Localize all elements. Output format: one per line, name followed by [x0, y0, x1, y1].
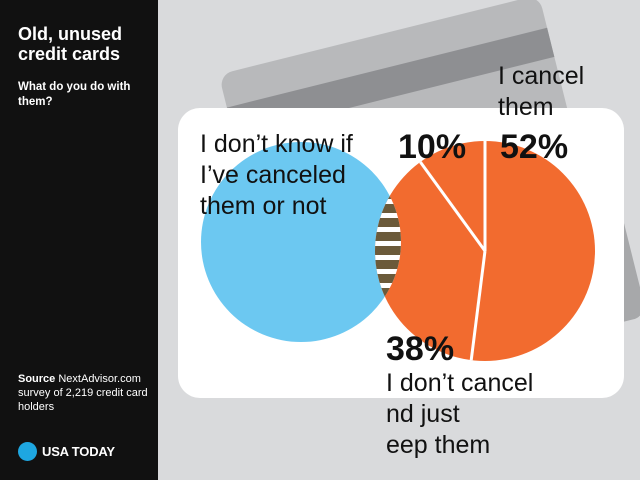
value-label-dont-know: 10%	[398, 128, 466, 166]
brand-name: USA TODAY	[42, 443, 115, 459]
label-keep-line-2: nd just	[386, 400, 467, 428]
chart-canvas: I don’t know if I’ve canceled them or no…	[178, 0, 640, 459]
overlap-stripe	[375, 260, 401, 269]
label-keep-line-3: eep them	[386, 431, 490, 459]
label-dont-know: I don’t know if I’ve canceled them or no…	[200, 130, 360, 220]
label-dont-know-line-3: them or not	[200, 192, 327, 220]
brand-circle-icon	[18, 441, 37, 461]
source-text: NextAdvisor.com survey of 2,219 credit c…	[18, 373, 148, 413]
label-cancel-line-2: them	[498, 93, 554, 121]
label-cancel: I cancel them	[498, 62, 591, 121]
label-dont-know-line-1: I don’t know if	[200, 130, 353, 158]
source-label: Source	[18, 373, 56, 385]
brand-logo: USA TODAY	[18, 441, 115, 461]
label-keep-line-1: I don’t cancel	[386, 369, 540, 397]
label-cancel-line-1: I cancel	[498, 62, 584, 90]
label-dont-know-line-2: I’ve canceled	[200, 161, 346, 189]
label-keep: I don’t cancel nd just eep them	[386, 369, 540, 459]
sidebar: Old, unused credit cards What do you do …	[0, 0, 158, 480]
divider-dont-know-start	[419, 161, 487, 252]
source-note: Source NextAdvisor.com survey of 2,219 c…	[18, 372, 150, 414]
value-label-keep: 38%	[386, 330, 454, 368]
overlap-stripe	[375, 274, 401, 283]
overlap-stripe	[375, 218, 401, 227]
page-subtitle: What do you do with them?	[18, 81, 131, 108]
overlap-stripe	[375, 232, 401, 241]
overlap-stripe	[375, 204, 401, 213]
overlap-stripe	[375, 246, 401, 255]
page-title: Old, unused credit cards	[18, 24, 123, 64]
circle-keep	[201, 142, 401, 342]
divider-cancel-end	[469, 250, 487, 361]
value-label-cancel: 52%	[500, 128, 568, 166]
